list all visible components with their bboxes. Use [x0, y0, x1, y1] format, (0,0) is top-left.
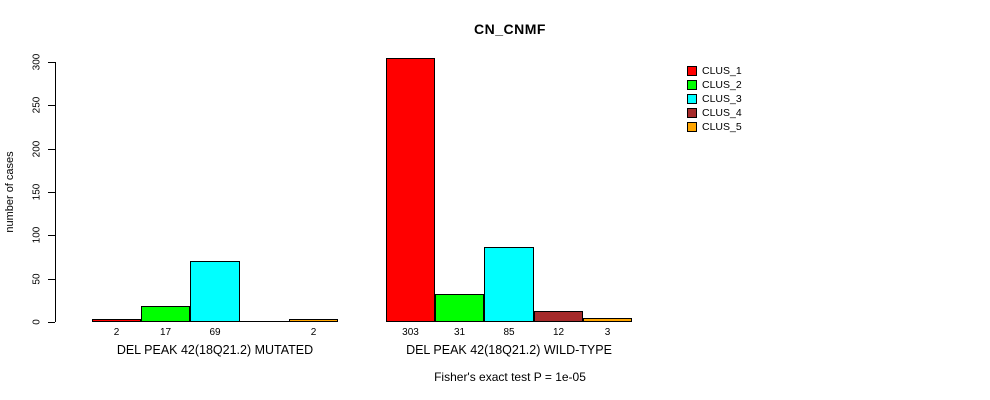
bar-value-label: 303	[402, 327, 419, 338]
legend-swatch-icon	[687, 94, 697, 104]
legend-swatch-icon	[687, 122, 697, 132]
group-label-mutated: DEL PEAK 42(18Q21.2) MUTATED	[116, 343, 314, 357]
bar-value-label: 69	[209, 327, 221, 338]
bar-wild-type-clus_4	[534, 311, 583, 322]
legend-swatch-icon	[687, 80, 697, 90]
y-axis-tick-label: 100	[31, 226, 43, 244]
fisher-test-annotation: Fisher's exact test P = 1e-05	[434, 370, 586, 384]
y-axis-tick-label: 250	[31, 96, 43, 114]
legend-item-clus_3: CLUS_3	[687, 92, 742, 106]
bar-mutated-clus_5	[289, 319, 338, 322]
y-axis-line	[55, 62, 56, 322]
legend-swatch-icon	[687, 66, 697, 76]
bar-value-label: 2	[113, 327, 120, 338]
legend-label: CLUS_2	[702, 79, 742, 91]
y-axis-tick	[48, 322, 55, 323]
bar-mutated-clus_3	[190, 261, 240, 322]
y-axis-tick	[48, 62, 55, 63]
legend-swatch-icon	[687, 108, 697, 118]
y-axis-label: number of cases	[4, 151, 16, 233]
bar-wild-type-clus_1	[386, 58, 435, 322]
legend-item-clus_4: CLUS_4	[687, 106, 742, 120]
legend-label: CLUS_3	[702, 93, 742, 105]
bar-mutated-clus_1	[92, 319, 141, 322]
bar-mutated-clus_4	[240, 321, 289, 322]
y-axis-tick-label: 50	[31, 273, 43, 285]
bar-value-label: 85	[503, 327, 515, 338]
group-label-wild-type: DEL PEAK 42(18Q21.2) WILD-TYPE	[406, 343, 612, 357]
y-axis-tick	[48, 235, 55, 236]
y-axis-tick	[48, 279, 55, 280]
bar-value-label: 12	[552, 327, 565, 338]
bar-value-label: 3	[604, 327, 611, 338]
y-axis-tick-label: 300	[31, 53, 43, 71]
bar-wild-type-clus_3	[484, 247, 534, 322]
y-axis-tick	[48, 105, 55, 106]
bar-value-label: 17	[159, 327, 172, 338]
bar-wild-type-clus_5	[583, 318, 632, 322]
y-axis-tick-label: 150	[31, 183, 43, 201]
bar-value-label: 31	[453, 327, 466, 338]
bar-mutated-clus_2	[141, 306, 190, 322]
legend-label: CLUS_5	[702, 121, 742, 133]
chart-title: CN_CNMF	[474, 21, 546, 37]
legend-label: CLUS_1	[702, 65, 742, 77]
y-axis-tick-label: 200	[31, 140, 43, 158]
y-axis-tick-label: 0	[31, 319, 43, 325]
bar-wild-type-clus_2	[435, 294, 484, 322]
legend: CLUS_1 CLUS_2 CLUS_3 CLUS_4 CLUS_5	[687, 64, 742, 134]
legend-item-clus_2: CLUS_2	[687, 78, 742, 92]
legend-label: CLUS_4	[702, 107, 742, 119]
bar-value-label: 2	[310, 327, 317, 338]
legend-item-clus_5: CLUS_5	[687, 120, 742, 134]
y-axis-tick	[48, 192, 55, 193]
legend-item-clus_1: CLUS_1	[687, 64, 742, 78]
y-axis-tick	[48, 149, 55, 150]
